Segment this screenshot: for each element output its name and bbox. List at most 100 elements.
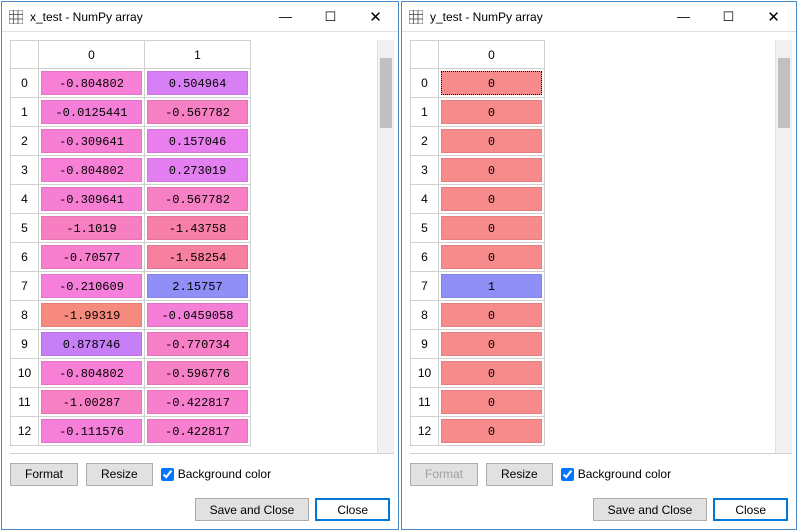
column-header[interactable]: 1	[145, 41, 251, 69]
array-cell[interactable]: -0.567782	[145, 185, 251, 214]
bg-color-checkbox-wrap[interactable]: Background color	[561, 467, 671, 481]
array-cell[interactable]: -1.43758	[145, 214, 251, 243]
bg-color-label: Background color	[178, 467, 271, 481]
maximize-button[interactable]: ☐	[308, 2, 353, 31]
array-cell[interactable]: -0.804802	[39, 156, 145, 185]
row-header[interactable]: 5	[11, 214, 39, 243]
array-cell[interactable]: 0	[439, 98, 545, 127]
grid-scroll[interactable]: 010-0.8048020.5049641-0.0125441-0.567782…	[10, 40, 377, 453]
scrollbar-thumb[interactable]	[778, 58, 790, 128]
array-cell[interactable]: 0	[439, 359, 545, 388]
row-header[interactable]: 3	[11, 156, 39, 185]
save-and-close-button[interactable]: Save and Close	[195, 498, 310, 521]
column-header[interactable]: 0	[439, 41, 545, 69]
minimize-button[interactable]: —	[263, 2, 308, 31]
grid-scroll[interactable]: 000102030405060718090100110120	[410, 40, 775, 453]
array-cell[interactable]: -0.309641	[39, 127, 145, 156]
row-header[interactable]: 2	[411, 127, 439, 156]
array-cell[interactable]: 1	[439, 272, 545, 301]
array-cell[interactable]: -0.422817	[145, 417, 251, 446]
array-cell[interactable]: -0.210609	[39, 272, 145, 301]
row-header[interactable]: 4	[411, 185, 439, 214]
row-header[interactable]: 6	[411, 243, 439, 272]
column-header[interactable]: 0	[39, 41, 145, 69]
row-header[interactable]: 5	[411, 214, 439, 243]
window-title: y_test - NumPy array	[430, 10, 661, 24]
row-header[interactable]: 8	[411, 301, 439, 330]
array-cell[interactable]: 0	[439, 69, 545, 98]
resize-button[interactable]: Resize	[86, 463, 153, 486]
array-cell[interactable]: -0.567782	[145, 98, 251, 127]
row-header[interactable]: 6	[11, 243, 39, 272]
array-cell[interactable]: -1.99319	[39, 301, 145, 330]
row-header[interactable]: 12	[411, 417, 439, 446]
minimize-button[interactable]: —	[661, 2, 706, 31]
array-cell[interactable]: 0	[439, 243, 545, 272]
titlebar-buttons: — ☐ ✕	[661, 2, 796, 31]
array-cell[interactable]: -0.804802	[39, 69, 145, 98]
array-cell[interactable]: 0	[439, 301, 545, 330]
table-row: 90.878746-0.770734	[11, 330, 251, 359]
bg-color-checkbox[interactable]	[561, 468, 574, 481]
array-cell[interactable]: -0.422817	[145, 388, 251, 417]
row-header[interactable]: 11	[11, 388, 39, 417]
format-button[interactable]: Format	[10, 463, 78, 486]
row-header[interactable]: 1	[11, 98, 39, 127]
row-header[interactable]: 7	[411, 272, 439, 301]
row-header[interactable]: 2	[11, 127, 39, 156]
maximize-button[interactable]: ☐	[706, 2, 751, 31]
array-cell[interactable]: 0	[439, 417, 545, 446]
array-cell[interactable]: -1.00287	[39, 388, 145, 417]
array-cell[interactable]: 0.504964	[145, 69, 251, 98]
vertical-scrollbar[interactable]	[775, 40, 792, 453]
resize-button[interactable]: Resize	[486, 463, 553, 486]
row-header[interactable]: 9	[11, 330, 39, 359]
bg-color-checkbox[interactable]	[161, 468, 174, 481]
close-button[interactable]: Close	[315, 498, 390, 521]
format-button[interactable]: Format	[410, 463, 478, 486]
scrollbar-thumb[interactable]	[380, 58, 392, 128]
array-cell[interactable]: -0.309641	[39, 185, 145, 214]
array-cell[interactable]: 0	[439, 388, 545, 417]
row-header[interactable]: 9	[411, 330, 439, 359]
row-header[interactable]: 0	[411, 69, 439, 98]
array-cell[interactable]: 0.157046	[145, 127, 251, 156]
row-header[interactable]: 12	[11, 417, 39, 446]
row-header[interactable]: 0	[11, 69, 39, 98]
array-cell[interactable]: -0.804802	[39, 359, 145, 388]
close-button[interactable]: Close	[713, 498, 788, 521]
row-header[interactable]: 3	[411, 156, 439, 185]
close-window-button[interactable]: ✕	[751, 2, 796, 31]
row-header[interactable]: 1	[411, 98, 439, 127]
array-cell[interactable]: 2.15757	[145, 272, 251, 301]
array-cell[interactable]: 0	[439, 156, 545, 185]
array-cell[interactable]: -0.70577	[39, 243, 145, 272]
array-cell[interactable]: -0.0125441	[39, 98, 145, 127]
row-header[interactable]: 8	[11, 301, 39, 330]
table-row: 100	[411, 359, 545, 388]
array-cell[interactable]: 0	[439, 214, 545, 243]
array-cell[interactable]: -0.770734	[145, 330, 251, 359]
titlebar: y_test - NumPy array — ☐ ✕	[402, 2, 796, 32]
array-cell[interactable]: 0	[439, 127, 545, 156]
row-header[interactable]: 10	[11, 359, 39, 388]
save-and-close-button[interactable]: Save and Close	[593, 498, 708, 521]
array-cell[interactable]: -0.0459058	[145, 301, 251, 330]
row-header[interactable]: 7	[11, 272, 39, 301]
row-header[interactable]: 10	[411, 359, 439, 388]
table-row: 0-0.8048020.504964	[11, 69, 251, 98]
row-header[interactable]: 11	[411, 388, 439, 417]
array-cell[interactable]: -0.111576	[39, 417, 145, 446]
array-cell[interactable]: -1.1019	[39, 214, 145, 243]
array-cell[interactable]: -0.596776	[145, 359, 251, 388]
array-cell[interactable]: 0.878746	[39, 330, 145, 359]
array-cell[interactable]: 0	[439, 330, 545, 359]
close-window-button[interactable]: ✕	[353, 2, 398, 31]
array-cell[interactable]: -1.58254	[145, 243, 251, 272]
bg-color-checkbox-wrap[interactable]: Background color	[161, 467, 271, 481]
array-cell[interactable]: 0	[439, 185, 545, 214]
row-header[interactable]: 4	[11, 185, 39, 214]
window-y-test: y_test - NumPy array — ☐ ✕ 0001020304050…	[401, 1, 797, 530]
vertical-scrollbar[interactable]	[377, 40, 394, 453]
array-cell[interactable]: 0.273019	[145, 156, 251, 185]
